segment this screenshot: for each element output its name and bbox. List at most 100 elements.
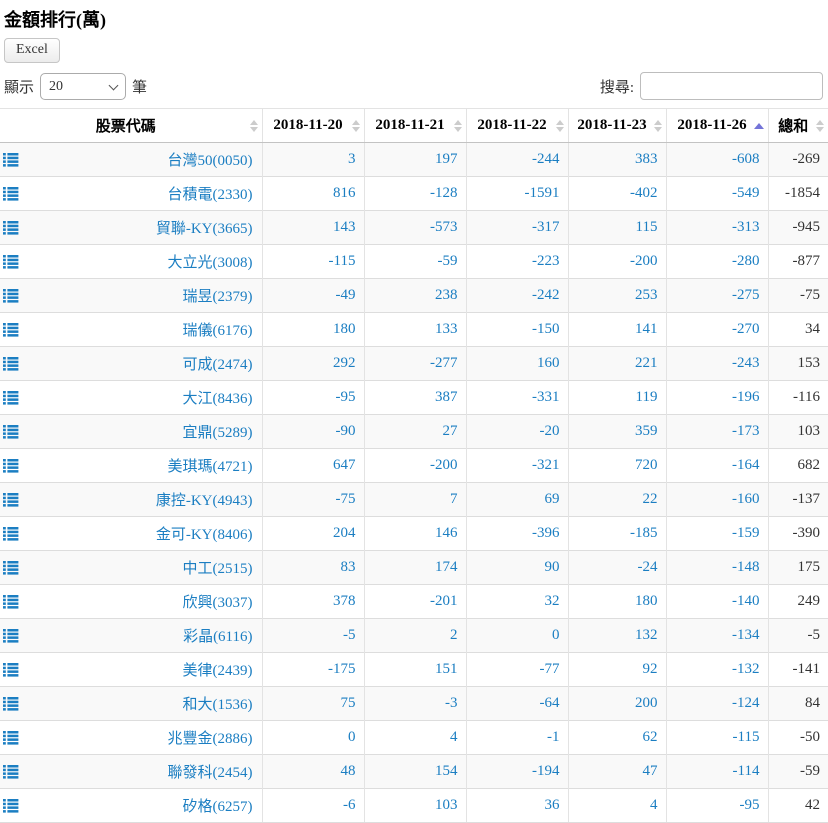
column-header-2018-11-21[interactable]: 2018-11-21 <box>364 108 467 143</box>
value-cell: 47 <box>568 754 667 789</box>
total-cell: -75 <box>768 278 828 313</box>
list-icon[interactable] <box>3 492 19 507</box>
list-icon[interactable] <box>3 526 19 541</box>
ranking-table: 股票代碼 2018-11-20 2018-11-21 2018-11-22 2018-1… <box>0 108 828 823</box>
stock-link[interactable]: 宜鼎(5289) <box>182 425 253 441</box>
sort-both-icon <box>453 119 462 132</box>
stock-link[interactable]: 瑞昱(2379) <box>182 289 253 305</box>
table-row: 中工(2515) 83 174 90 -24 -148 175 <box>0 550 828 585</box>
stock-link[interactable]: 台積電(2330) <box>167 187 253 203</box>
stock-link[interactable]: 大立光(3008) <box>167 255 253 271</box>
length-label-before: 顯示 <box>4 79 35 96</box>
stock-link[interactable]: 欣興(3037) <box>182 595 253 611</box>
value-cell: -275 <box>666 278 769 313</box>
stock-link[interactable]: 美律(2439) <box>182 663 253 679</box>
value-cell: 816 <box>262 176 365 211</box>
list-icon[interactable] <box>3 288 19 303</box>
stock-link[interactable]: 和大(1536) <box>182 697 253 713</box>
value-cell: 2 <box>364 618 467 653</box>
stock-link[interactable]: 中工(2515) <box>182 561 253 577</box>
list-icon[interactable] <box>3 424 19 439</box>
value-cell: 7 <box>364 482 467 517</box>
value-cell: 75 <box>262 686 365 721</box>
stock-link[interactable]: 可成(2474) <box>182 357 253 373</box>
list-icon[interactable] <box>3 186 19 201</box>
list-icon[interactable] <box>3 220 19 235</box>
value-cell: -196 <box>666 380 769 415</box>
table-row: 聯發科(2454) 48 154 -194 47 -114 -59 <box>0 754 828 789</box>
sort-up-icon <box>753 122 764 129</box>
list-icon[interactable] <box>3 254 19 269</box>
value-cell: 32 <box>466 584 569 619</box>
value-cell: -148 <box>666 550 769 585</box>
list-icon[interactable] <box>3 594 19 609</box>
value-cell: -150 <box>466 312 569 347</box>
list-icon[interactable] <box>3 458 19 473</box>
list-icon[interactable] <box>3 696 19 711</box>
column-header-label: 股票代碼 <box>95 119 156 135</box>
list-icon[interactable] <box>3 628 19 643</box>
stock-link[interactable]: 大江(8436) <box>182 391 253 407</box>
stock-cell: 台積電(2330) <box>0 176 263 211</box>
column-header-stock[interactable]: 股票代碼 <box>0 108 263 143</box>
list-icon[interactable] <box>3 356 19 371</box>
page-length-select[interactable]: 20 <box>40 72 127 100</box>
stock-cell: 聯發科(2454) <box>0 754 263 789</box>
stock-link[interactable]: 台灣50(0050) <box>167 153 253 169</box>
list-icon[interactable] <box>3 152 19 167</box>
table-row: 台灣50(0050) 3 197 -244 383 -608 -269 <box>0 142 828 177</box>
value-cell: -280 <box>666 244 769 279</box>
column-header-2018-11-20[interactable]: 2018-11-20 <box>262 108 365 143</box>
stock-link[interactable]: 美琪瑪(4721) <box>167 459 253 475</box>
value-cell: 83 <box>262 550 365 585</box>
total-cell: -945 <box>768 210 828 245</box>
list-icon[interactable] <box>3 730 19 745</box>
excel-export-button[interactable]: Excel <box>4 38 60 63</box>
value-cell: -223 <box>466 244 569 279</box>
stock-link[interactable]: 矽格(6257) <box>182 799 253 815</box>
total-cell: 42 <box>768 788 828 823</box>
total-cell: -137 <box>768 482 828 517</box>
total-cell: 84 <box>768 686 828 721</box>
list-icon[interactable] <box>3 764 19 779</box>
stock-link[interactable]: 聯發科(2454) <box>167 765 253 781</box>
search-input[interactable] <box>640 72 823 100</box>
stock-cell: 宜鼎(5289) <box>0 414 263 449</box>
stock-link[interactable]: 彩晶(6116) <box>183 629 253 645</box>
value-cell: 200 <box>568 686 667 721</box>
stock-cell: 兆豐金(2886) <box>0 720 263 755</box>
column-header-2018-11-22[interactable]: 2018-11-22 <box>466 108 569 143</box>
stock-link[interactable]: 兆豐金(2886) <box>167 731 253 747</box>
stock-link[interactable]: 貿聯-KY(3665) <box>155 221 253 237</box>
column-header-2018-11-26[interactable]: 2018-11-26 <box>666 108 769 143</box>
value-cell: -124 <box>666 686 769 721</box>
value-cell: 92 <box>568 652 667 687</box>
total-cell: -50 <box>768 720 828 755</box>
sort-ascending-active-icon <box>753 122 764 129</box>
list-icon[interactable] <box>3 798 19 813</box>
value-cell: -173 <box>666 414 769 449</box>
list-icon[interactable] <box>3 662 19 677</box>
sort-both-icon <box>816 119 824 132</box>
value-cell: 378 <box>262 584 365 619</box>
stock-link[interactable]: 瑞儀(6176) <box>182 323 253 339</box>
table-row: 康控-KY(4943) -75 7 69 22 -160 -137 <box>0 482 828 517</box>
value-cell: -243 <box>666 346 769 381</box>
value-cell: -95 <box>262 380 365 415</box>
value-cell: -77 <box>466 652 569 687</box>
value-cell: -313 <box>666 210 769 245</box>
list-icon[interactable] <box>3 560 19 575</box>
stock-link[interactable]: 金可-KY(8406) <box>155 527 253 543</box>
total-cell: -5 <box>768 618 828 653</box>
value-cell: -317 <box>466 210 569 245</box>
value-cell: -49 <box>262 278 365 313</box>
stock-link[interactable]: 康控-KY(4943) <box>155 493 253 509</box>
stock-cell: 康控-KY(4943) <box>0 482 263 517</box>
search-control: 搜尋: <box>600 72 823 100</box>
list-icon[interactable] <box>3 390 19 405</box>
sort-up-icon <box>453 119 462 125</box>
column-header-2018-11-23[interactable]: 2018-11-23 <box>568 108 667 143</box>
table-row: 大立光(3008) -115 -59 -223 -200 -280 -877 <box>0 244 828 279</box>
column-header-total[interactable]: 總和 <box>768 108 828 143</box>
list-icon[interactable] <box>3 322 19 337</box>
